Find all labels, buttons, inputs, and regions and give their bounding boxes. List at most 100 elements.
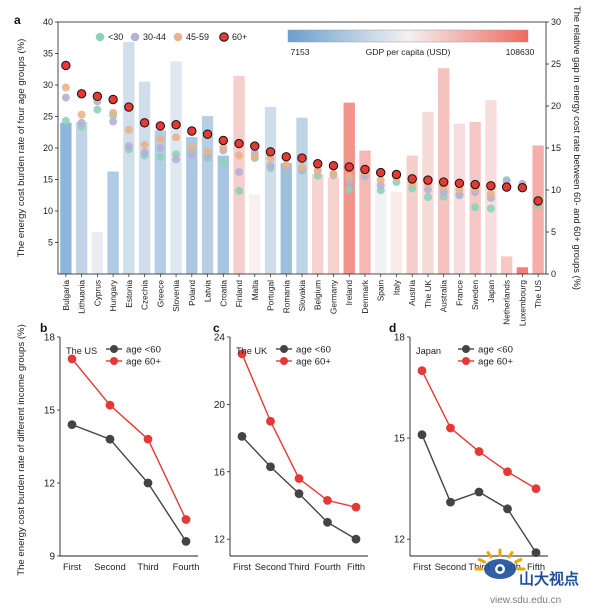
x-tick-label-first: First <box>63 562 81 572</box>
gap-bar-belgium <box>312 174 324 274</box>
gap-bar-latvia <box>201 116 214 274</box>
gap-bar-romania <box>280 163 292 274</box>
gap-bar-hungary <box>107 171 119 274</box>
dot-a60p-bulgaria <box>61 60 71 71</box>
gap-bar-germany <box>327 177 340 274</box>
x-tick-label-netherlands: Netherlands <box>502 280 512 325</box>
series-point-age-lt60 <box>266 462 275 472</box>
y-tick-label-left: 30 <box>43 80 53 90</box>
dot-a60p-slovenia <box>171 119 181 130</box>
y-tick-label-left: 20 <box>43 143 53 153</box>
x-tick-label-romania: Romania <box>281 280 291 314</box>
series-point-age-60p <box>181 515 191 524</box>
legend-marker <box>462 345 470 353</box>
legend-marker-2 <box>173 32 183 42</box>
gap-bar-poland <box>186 137 198 274</box>
x-tick-label-portugal: Portugal <box>266 280 276 311</box>
dot-a45-59-czechia <box>140 140 149 149</box>
watermark-url: view.sdu.edu.cn <box>490 595 561 606</box>
gap-bar-italy <box>390 191 403 274</box>
panel-title: The UK <box>236 346 268 356</box>
y-tick-label-left: 5 <box>48 238 53 248</box>
dot-a60p-germany <box>328 160 339 171</box>
legend-label: age <60 <box>478 345 513 356</box>
series-point-age-lt60 <box>237 431 247 441</box>
x-tick-label-bulgaria: Bulgaria <box>61 280 71 311</box>
gap-bar-portugal <box>264 106 277 274</box>
gap-bar-spain <box>375 182 387 274</box>
dot-lt30-cyprus <box>93 105 102 114</box>
dot-a45-59-finland <box>235 151 244 160</box>
dot-a45-59-greece <box>156 135 165 144</box>
gap-bar-bulgaria <box>60 122 72 274</box>
x-tick-label-second: Second <box>94 562 126 572</box>
x-tick-label-poland: Poland <box>187 280 197 306</box>
legend-marker-0 <box>95 32 105 42</box>
series-point-age-60p <box>474 447 484 456</box>
legend-marker <box>462 357 470 365</box>
dot-a60p-japan <box>486 181 496 191</box>
series-point-age-60p <box>446 423 455 433</box>
y-tick-label-left: 15 <box>43 175 53 185</box>
legend-label-0: <30 <box>108 32 123 42</box>
x-tick-label-slovenia: Slovenia <box>171 280 181 312</box>
dot-lt30-sweden <box>471 203 480 212</box>
series-point-age-lt60 <box>67 420 77 429</box>
dot-a30-44-lithuania <box>77 118 86 127</box>
x-tick-label-belgium: Belgium <box>313 280 323 310</box>
dot-a60p-portugal <box>265 147 276 157</box>
colorbar-max-label: 108630 <box>506 47 535 57</box>
colorbar-title: GDP per capita (USD) <box>366 47 451 57</box>
series-point-age-60p <box>351 502 361 512</box>
x-tick-label-austria: Austria <box>407 280 417 306</box>
legend-marker-3 <box>219 32 229 42</box>
y-tick-label-left: 40 <box>43 17 53 27</box>
dot-lt30-japan <box>486 204 495 213</box>
dot-a45-59-romania <box>282 161 291 170</box>
gap-bar-slovenia <box>170 61 182 275</box>
dot-a60p-croatia <box>218 135 228 146</box>
dot-a60p-the-uk <box>423 175 433 185</box>
x-tick-label-fourth: Fourth <box>314 562 341 572</box>
dot-a30-44-portugal <box>266 161 275 170</box>
dot-a45-59-hungary <box>109 108 118 117</box>
x-tick-label-japan: Japan <box>486 280 496 303</box>
series-point-age-lt60 <box>531 548 541 558</box>
series-point-age-lt60 <box>294 489 304 499</box>
watermark-brand: 山大视点 <box>519 570 579 588</box>
y-tick-label-left: 10 <box>43 206 53 216</box>
x-tick-label-slovakia: Slovakia <box>297 280 307 312</box>
gap-bar-netherlands <box>500 256 513 274</box>
dot-a60p-netherlands <box>501 182 512 192</box>
gap-bar-czechia <box>138 81 151 274</box>
series-point-age-60p <box>67 354 77 364</box>
x-tick-label-the-uk: The UK <box>423 280 433 309</box>
series-point-age-60p <box>417 366 427 376</box>
legend-marker-1 <box>130 32 140 42</box>
y-tick-label-right: 20 <box>551 101 561 111</box>
dot-lt30-croatia <box>219 157 228 166</box>
dot-a60p-hungary <box>108 94 118 105</box>
gap-bar-sweden <box>469 121 481 275</box>
x-tick-label-estonia: Estonia <box>124 280 134 308</box>
dot-a60p-denmark <box>360 164 370 175</box>
dot-a45-59-lithuania <box>77 110 86 119</box>
legend-marker <box>280 357 288 365</box>
y-tick-label-right: 0 <box>551 269 556 279</box>
x-tick-label-finland: Finland <box>234 280 244 308</box>
dot-a45-59-bulgaria <box>61 83 70 92</box>
dot-a45-59-belgium <box>313 166 322 175</box>
dot-a45-59-estonia <box>124 125 133 134</box>
dot-a30-44-estonia <box>124 142 133 151</box>
dot-lt30-the-uk <box>423 193 432 202</box>
dot-lt30-ireland <box>345 185 354 194</box>
y-tick-label: 20 <box>214 400 226 411</box>
dot-a60p-finland <box>234 138 244 149</box>
panel-label-c: c <box>213 321 220 335</box>
dot-a30-44-poland <box>187 150 196 159</box>
x-tick-label-sweden: Sweden <box>470 280 480 310</box>
colorbar-min-label: 7153 <box>290 47 309 57</box>
series-line-age-60p <box>421 370 537 490</box>
dot-a45-59-portugal <box>266 154 275 163</box>
dot-a60p-luxembourg <box>517 182 528 193</box>
